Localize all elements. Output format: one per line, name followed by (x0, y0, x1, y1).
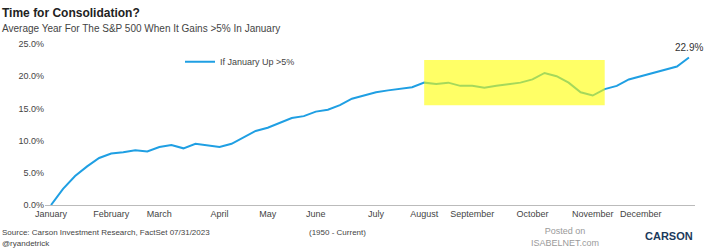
svg-text:September: September (450, 209, 494, 219)
svg-text:February: February (93, 209, 130, 219)
svg-text:Posted onISABELNET.com: Posted onISABELNET.com (531, 226, 599, 248)
svg-text:November: November (572, 209, 614, 219)
svg-text:20.0%: 20.0% (18, 71, 44, 81)
svg-text:0.0%: 0.0% (23, 200, 44, 210)
svg-text:January: January (35, 209, 68, 219)
svg-text:5.0%: 5.0% (23, 168, 44, 178)
svg-text:Time for Consolidation?: Time for Consolidation? (2, 6, 140, 20)
svg-text:15.0%: 15.0% (18, 104, 44, 114)
svg-text:Source: Carson Investment Rese: Source: Carson Investment Research, Fact… (2, 228, 210, 237)
svg-text:May: May (259, 209, 277, 219)
svg-text:December: December (620, 209, 662, 219)
svg-text:@ryandetrick: @ryandetrick (2, 239, 50, 248)
svg-text:October: October (516, 209, 548, 219)
svg-text:10.0%: 10.0% (18, 136, 44, 146)
svg-text:March: March (147, 209, 172, 219)
svg-text:If January Up >5%: If January Up >5% (220, 57, 294, 67)
svg-text:25.0%: 25.0% (18, 39, 44, 49)
svg-text:July: July (368, 209, 385, 219)
svg-text:August: August (410, 209, 439, 219)
svg-text:June: June (306, 209, 326, 219)
svg-text:Average Year For The S&P 500 W: Average Year For The S&P 500 When It Gai… (2, 23, 280, 34)
svg-text:CARSON: CARSON (645, 230, 693, 242)
svg-text:(1950 - Current): (1950 - Current) (309, 228, 366, 237)
svg-text:April: April (211, 209, 229, 219)
svg-text:22.9%: 22.9% (675, 42, 703, 53)
